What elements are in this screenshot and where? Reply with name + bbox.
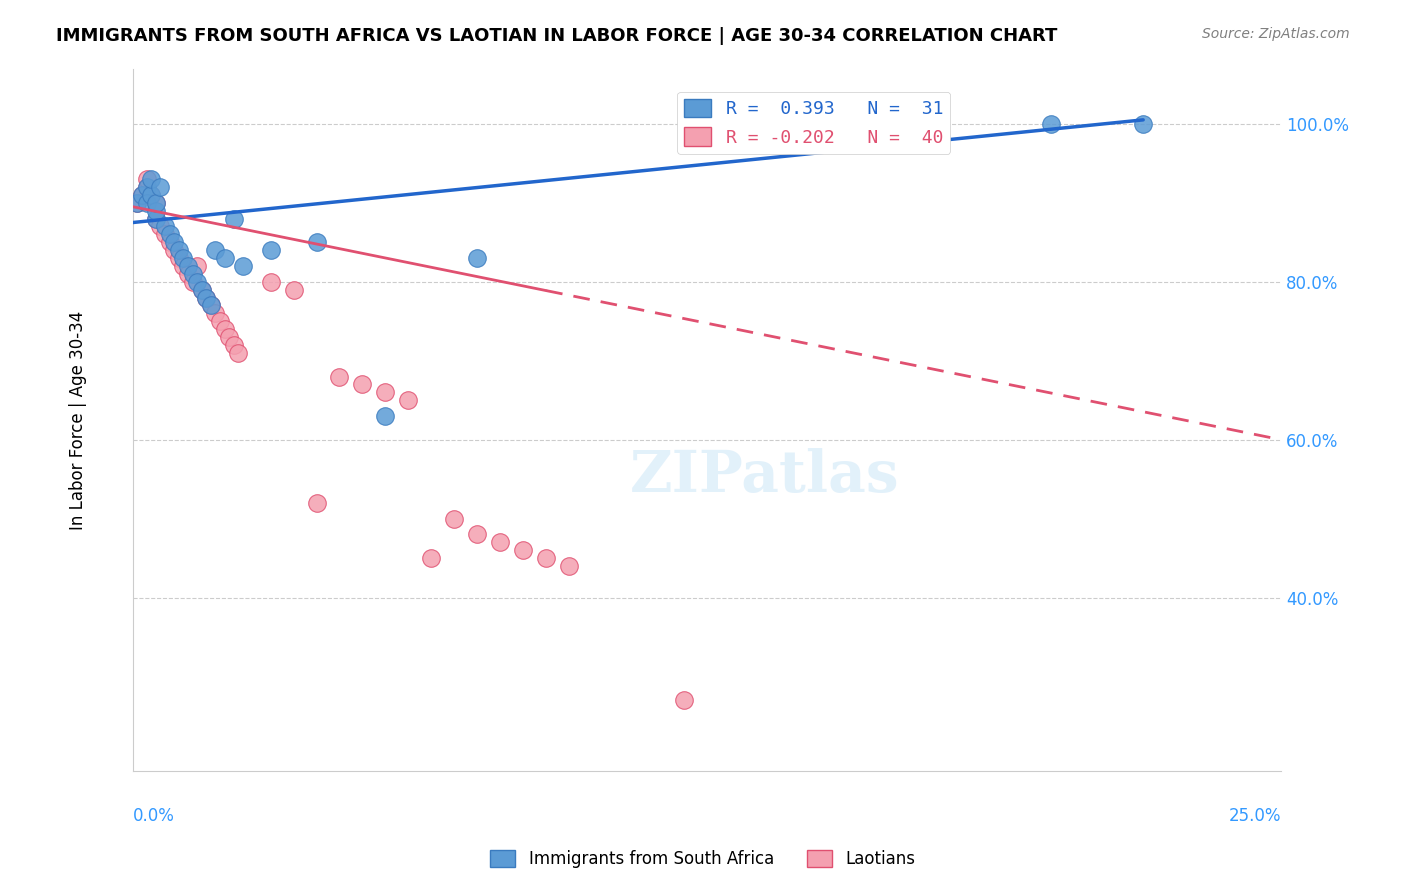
Point <box>172 251 194 265</box>
Point <box>420 551 443 566</box>
Point <box>145 195 167 210</box>
Point <box>149 180 172 194</box>
Point <box>228 346 250 360</box>
Point <box>127 195 149 210</box>
Point <box>172 259 194 273</box>
Point <box>181 275 204 289</box>
Text: ZIPatlas: ZIPatlas <box>630 448 898 504</box>
Point <box>177 267 200 281</box>
Point <box>352 377 374 392</box>
Point <box>167 243 190 257</box>
Point <box>163 243 186 257</box>
Point <box>145 195 167 210</box>
Point <box>328 369 350 384</box>
Point <box>222 338 245 352</box>
Point <box>489 535 512 549</box>
Point <box>1040 117 1063 131</box>
Point <box>209 314 232 328</box>
Point <box>135 195 157 210</box>
Point <box>186 259 208 273</box>
Point <box>190 283 212 297</box>
Point <box>374 385 396 400</box>
Point <box>195 291 218 305</box>
Point <box>149 219 172 234</box>
Point <box>305 235 328 250</box>
Point <box>534 551 557 566</box>
Y-axis label: In Labor Force | Age 30-34: In Labor Force | Age 30-34 <box>69 310 87 530</box>
Text: 0.0%: 0.0% <box>132 806 174 824</box>
Point <box>159 235 181 250</box>
Point <box>186 275 208 289</box>
Point <box>1132 117 1154 131</box>
Point <box>204 243 226 257</box>
Point <box>167 251 190 265</box>
Point <box>141 187 163 202</box>
Point <box>232 259 254 273</box>
Point <box>145 211 167 226</box>
Point <box>163 235 186 250</box>
Point <box>259 275 281 289</box>
Point <box>200 298 222 312</box>
Point <box>222 211 245 226</box>
Text: IMMIGRANTS FROM SOUTH AFRICA VS LAOTIAN IN LABOR FORCE | AGE 30-34 CORRELATION C: IMMIGRANTS FROM SOUTH AFRICA VS LAOTIAN … <box>56 27 1057 45</box>
Point <box>135 180 157 194</box>
Point <box>200 298 222 312</box>
Point <box>218 330 240 344</box>
Point <box>141 187 163 202</box>
Point <box>145 211 167 226</box>
Point <box>195 291 218 305</box>
Point <box>259 243 281 257</box>
Point <box>204 306 226 320</box>
Point <box>396 393 419 408</box>
Point <box>153 227 176 242</box>
Point <box>283 283 305 297</box>
Point <box>177 259 200 273</box>
Point <box>465 527 488 541</box>
Point <box>127 195 149 210</box>
Point <box>159 227 181 242</box>
Point <box>374 409 396 423</box>
Point <box>135 172 157 186</box>
Point <box>214 251 236 265</box>
Legend: Immigrants from South Africa, Laotians: Immigrants from South Africa, Laotians <box>484 843 922 875</box>
Point <box>512 543 534 558</box>
Point <box>141 172 163 186</box>
Point <box>153 219 176 234</box>
Point <box>181 267 204 281</box>
Point <box>131 187 153 202</box>
Point <box>558 559 581 574</box>
Point <box>131 187 153 202</box>
Point <box>443 511 465 525</box>
Point <box>465 251 488 265</box>
Point <box>305 496 328 510</box>
Point <box>672 693 695 707</box>
Point <box>190 283 212 297</box>
Text: Source: ZipAtlas.com: Source: ZipAtlas.com <box>1202 27 1350 41</box>
Text: 25.0%: 25.0% <box>1229 806 1281 824</box>
Point <box>135 180 157 194</box>
Legend: R =  0.393   N =  31, R = -0.202   N =  40: R = 0.393 N = 31, R = -0.202 N = 40 <box>676 92 950 153</box>
Point <box>214 322 236 336</box>
Point <box>145 203 167 218</box>
